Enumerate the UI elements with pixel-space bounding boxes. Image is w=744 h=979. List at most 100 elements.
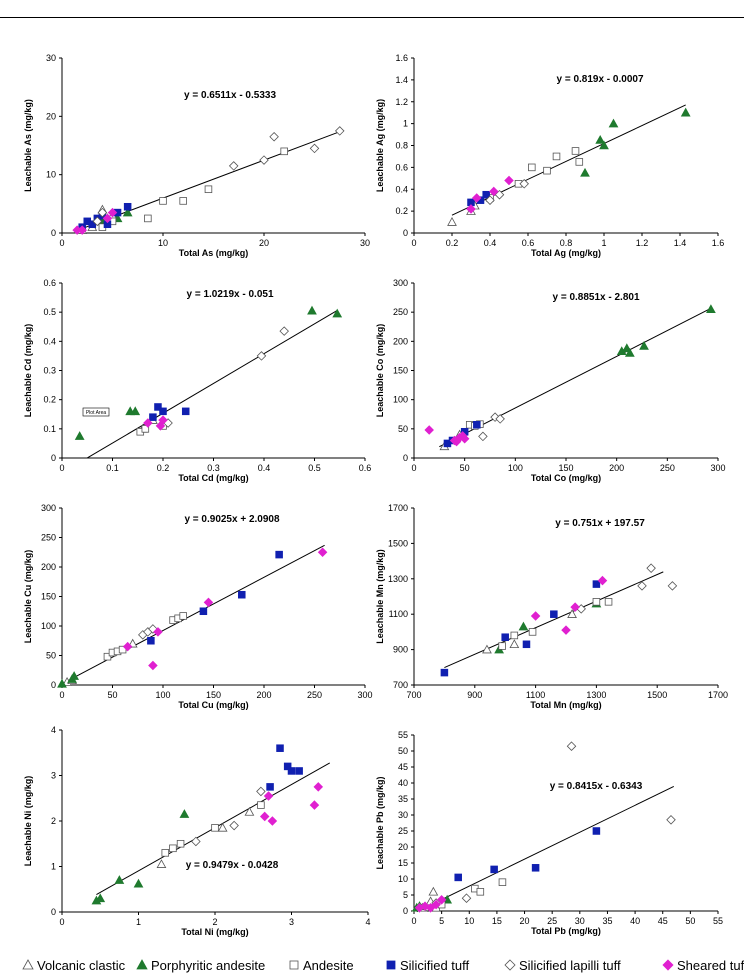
data-point	[143, 418, 153, 428]
series-6	[414, 895, 447, 913]
series-3	[103, 612, 187, 661]
x-tick-label: 0	[59, 690, 64, 700]
data-point	[107, 207, 118, 218]
series-4	[440, 580, 601, 677]
y-axis-label: Leachable As (mg/kg)	[23, 99, 33, 192]
data-point	[490, 865, 498, 874]
data-point	[259, 811, 270, 822]
x-tick-label: 1	[136, 917, 141, 927]
data-point	[256, 786, 266, 797]
square-filled-marker-icon	[386, 960, 396, 970]
triangle-filled-marker-icon	[136, 959, 148, 970]
data-point	[518, 621, 529, 631]
data-point	[276, 744, 284, 752]
series-6	[530, 575, 608, 635]
data-point	[179, 612, 187, 620]
series-2	[91, 809, 190, 905]
data-point	[567, 609, 577, 618]
x-tick-label: 0.2	[157, 463, 170, 473]
data-point	[257, 801, 265, 809]
data-point	[571, 147, 580, 155]
x-tick-label: 1	[601, 238, 606, 248]
legend-marker	[504, 959, 516, 971]
data-point	[307, 305, 317, 315]
data-point	[191, 836, 201, 847]
legend-marker	[22, 959, 34, 970]
data-point	[199, 607, 208, 616]
y-tick-label: 0.1	[43, 424, 56, 434]
series-2	[57, 671, 79, 688]
data-point	[595, 135, 606, 144]
x-tick-label: 40	[630, 916, 640, 926]
legend-item: Silicified lapilli tuff	[504, 958, 621, 973]
y-tick-label: 1.4	[395, 75, 408, 85]
diamond-filled-marker-icon	[662, 959, 674, 971]
data-point	[102, 213, 113, 224]
y-axis-label: Leachable Cd (mg/kg)	[23, 324, 33, 418]
y-tick-label: 20	[398, 842, 408, 852]
data-point	[451, 436, 462, 447]
data-point	[263, 791, 274, 801]
x-tick-label: 300	[710, 463, 725, 473]
data-point	[639, 340, 649, 350]
y-tick-label: 0.5	[43, 307, 56, 317]
data-point	[275, 550, 283, 559]
data-point	[489, 186, 499, 197]
x-axis-label: Total Ni (mg/kg)	[181, 927, 248, 937]
legend-label: Volcanic clastic	[37, 958, 126, 973]
y-tick-label: 0	[403, 906, 408, 916]
y-tick-label: 25	[398, 826, 408, 836]
data-point	[159, 197, 167, 205]
y-tick-label: 10	[46, 170, 56, 180]
data-point	[501, 633, 509, 641]
y-tick-label: 10	[398, 874, 408, 884]
data-point	[267, 816, 278, 826]
y-tick-label: 0.4	[395, 184, 408, 194]
x-tick-label: 20	[520, 916, 530, 926]
trend-line	[416, 786, 675, 913]
data-point	[637, 581, 647, 591]
y-tick-label: 250	[41, 533, 56, 543]
data-point	[504, 175, 514, 186]
legend-marker	[386, 960, 396, 970]
x-tick-label: 300	[357, 690, 372, 700]
data-point	[473, 420, 481, 429]
y-tick-label: 100	[41, 621, 56, 631]
diamond-open-marker-icon	[504, 959, 516, 971]
y-tick-label: 150	[41, 592, 56, 602]
x-tick-label: 0.4	[484, 238, 497, 248]
y-tick-label: 30	[46, 53, 56, 63]
series-4	[147, 550, 283, 645]
y-axis-label: Leachable Ni (mg/kg)	[23, 776, 33, 867]
x-tick-label: 0.6	[522, 238, 535, 248]
legend: Volcanic clastic Porphyritic andesite Ande…	[0, 958, 744, 976]
data-point	[667, 581, 678, 591]
axes: 700 900 1100 1300 1500 1700 700 900 1100 1300 1500…	[388, 503, 728, 700]
data-point	[153, 627, 163, 637]
regression-equation: y = 0.8415x - 0.6343	[550, 781, 643, 792]
x-tick-label: 0	[59, 238, 64, 248]
data-point	[447, 217, 457, 226]
data-point	[592, 580, 601, 588]
data-point	[317, 547, 328, 558]
x-tick-label: 0.6	[359, 463, 372, 473]
y-tick-label: 0	[51, 680, 56, 690]
y-tick-label: 1.2	[395, 97, 408, 107]
data-point	[334, 126, 345, 136]
y-axis-label: Leachable Ag (mg/kg)	[375, 99, 385, 192]
y-tick-label: 0.2	[395, 206, 408, 216]
data-point	[680, 107, 691, 117]
data-point	[156, 859, 167, 868]
series-5	[485, 179, 529, 205]
y-axis-label: Leachable Mn (mg/kg)	[375, 549, 385, 644]
data-point	[597, 575, 608, 586]
data-point	[77, 225, 87, 235]
legend-label: Sheared tuff	[677, 958, 744, 973]
data-point	[229, 820, 239, 831]
data-point	[550, 610, 558, 618]
